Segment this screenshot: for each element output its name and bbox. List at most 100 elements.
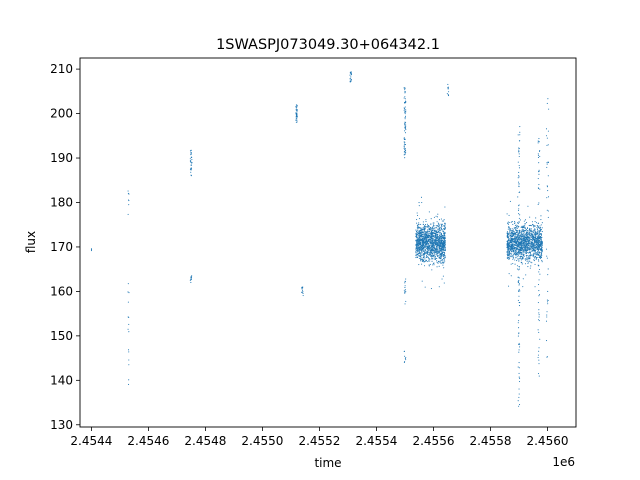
data-point: [513, 250, 515, 252]
data-point: [534, 231, 536, 233]
data-point: [416, 227, 418, 229]
data-point: [528, 247, 530, 249]
data-point: [439, 256, 441, 258]
data-point: [510, 249, 512, 251]
data-point: [533, 245, 535, 247]
data-point: [518, 372, 520, 374]
data-point: [404, 147, 406, 150]
data-point: [433, 249, 435, 251]
data-point: [427, 247, 429, 249]
data-point: [417, 239, 420, 242]
data-point: [417, 228, 419, 230]
data-point: [518, 266, 520, 268]
data-point: [532, 254, 534, 256]
data-point: [440, 233, 443, 235]
data-point: [428, 264, 430, 266]
data-point: [529, 238, 531, 240]
data-point: [301, 289, 304, 291]
data-point: [539, 256, 541, 258]
data-point: [537, 153, 539, 155]
data-point: [439, 240, 441, 242]
data-point: [404, 92, 406, 94]
data-point: [509, 229, 511, 231]
data-point: [527, 251, 529, 253]
data-point: [509, 233, 511, 235]
data-point: [429, 250, 431, 252]
data-point: [546, 257, 548, 259]
data-point: [508, 247, 510, 249]
data-point: [403, 138, 405, 140]
data-point: [440, 224, 442, 226]
data-point: [517, 223, 519, 225]
data-point: [535, 217, 537, 219]
data-point: [518, 235, 520, 237]
data-point: [403, 97, 405, 99]
data-point: [420, 230, 422, 232]
data-point: [518, 250, 520, 252]
data-point: [518, 164, 520, 167]
data-point: [435, 240, 437, 242]
data-point: [507, 223, 509, 225]
data-point: [296, 121, 298, 123]
data-point: [424, 234, 426, 236]
data-point: [403, 147, 405, 149]
data-point: [537, 249, 539, 251]
data-point: [529, 247, 531, 249]
data-point: [441, 250, 443, 252]
data-point: [518, 248, 520, 250]
data-point: [438, 257, 440, 259]
data-point: [507, 237, 509, 239]
data-point: [527, 245, 529, 247]
data-point: [521, 242, 523, 244]
data-point: [537, 142, 539, 144]
data-point: [424, 250, 426, 252]
data-point: [439, 230, 441, 232]
data-point: [403, 137, 405, 139]
data-point: [519, 126, 521, 128]
data-point: [429, 241, 431, 243]
data-point: [430, 223, 432, 225]
data-point: [424, 233, 426, 235]
data-point: [405, 101, 407, 103]
data-point: [435, 215, 437, 217]
data-point: [426, 251, 428, 253]
data-point: [518, 342, 520, 344]
data-point: [508, 232, 510, 234]
data-point: [518, 314, 520, 316]
data-point: [540, 247, 542, 249]
data-point: [534, 243, 536, 245]
data-point: [128, 323, 130, 325]
data-point: [425, 232, 427, 234]
data-point: [444, 232, 446, 234]
data-point: [534, 238, 536, 240]
data-point: [521, 253, 523, 255]
data-point: [439, 254, 441, 257]
data-point: [510, 240, 513, 242]
data-point: [441, 251, 444, 253]
data-point: [534, 237, 536, 239]
data-point: [546, 255, 548, 257]
data-point: [427, 239, 429, 241]
data-point: [525, 246, 527, 248]
data-point: [128, 359, 130, 361]
data-point: [434, 236, 436, 238]
data-point: [523, 234, 525, 236]
data-point: [442, 254, 444, 256]
data-point: [537, 354, 539, 356]
data-point: [518, 380, 521, 383]
data-point: [538, 202, 540, 204]
data-point: [511, 240, 514, 242]
data-point: [514, 254, 516, 256]
data-point: [521, 248, 523, 250]
data-point: [534, 225, 536, 227]
data-point: [531, 254, 533, 256]
data-point: [427, 253, 429, 255]
data-point: [518, 208, 520, 210]
data-point: [424, 241, 426, 243]
data-point: [538, 235, 540, 237]
data-point: [441, 256, 443, 258]
data-point: [424, 224, 427, 226]
data-point: [426, 236, 428, 238]
data-point: [526, 260, 528, 262]
